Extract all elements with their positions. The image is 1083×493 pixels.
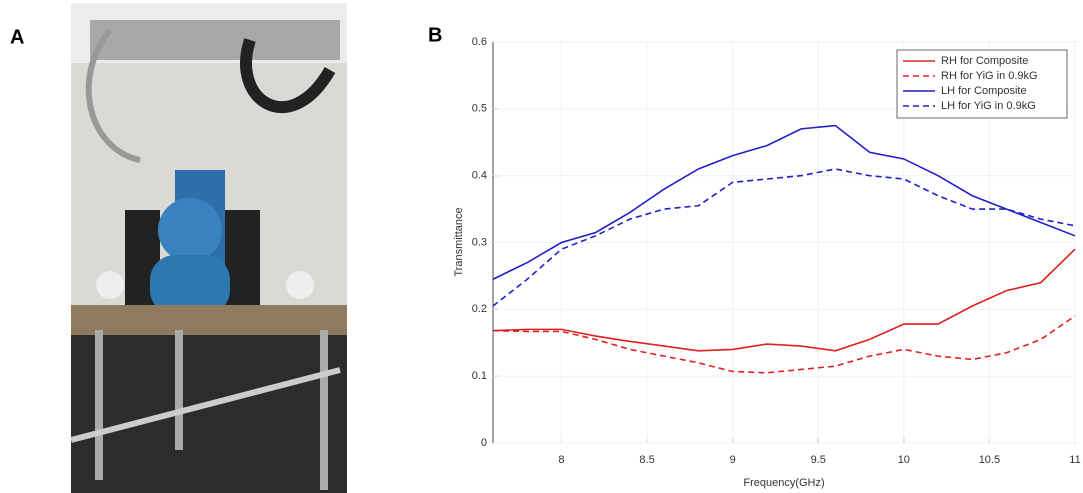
x-axis-label: Frequency(GHz) — [743, 477, 824, 489]
y-axis-label: Transmittance — [453, 207, 465, 276]
y-tick-label: 0.6 — [472, 36, 487, 48]
y-tick-label: 0 — [481, 437, 487, 449]
panel-label: A — [10, 26, 24, 48]
x-tick-label: 8 — [558, 454, 564, 466]
panel-label: B — [428, 24, 442, 46]
x-tick-label: 9.5 — [811, 454, 826, 466]
x-tick-label: 10 — [898, 454, 910, 466]
series-line — [492, 124, 1076, 280]
series-line — [492, 248, 1076, 352]
y-tick-label: 0.4 — [472, 170, 487, 182]
y-tick-label: 0.2 — [472, 303, 487, 315]
legend-label: RH for Composite — [941, 55, 1028, 67]
x-tick-label: 11 — [1069, 454, 1080, 466]
y-tick-label: 0.1 — [472, 370, 487, 382]
series-line — [492, 315, 1076, 374]
y-tick-label: 0.3 — [472, 236, 487, 248]
legend-label: LH for Composite — [941, 85, 1027, 97]
legend-label: RH for YiG in 0.9kG — [941, 70, 1038, 82]
photo — [70, 3, 347, 493]
x-tick-label: 10.5 — [979, 454, 1000, 466]
x-tick-label: 8.5 — [639, 454, 654, 466]
x-tick-label: 9 — [730, 454, 736, 466]
y-tick-label: 0.5 — [472, 103, 487, 115]
legend-label: LH for YiG in 0.9kG — [941, 100, 1036, 112]
